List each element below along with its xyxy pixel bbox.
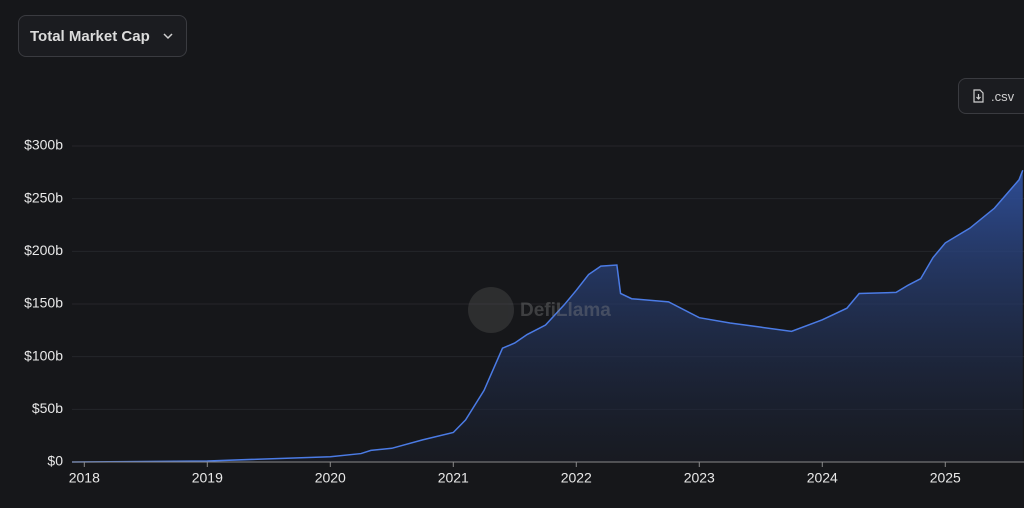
y-tick-label: $300b	[24, 137, 63, 153]
chevron-icon	[163, 33, 173, 40]
csv-button[interactable]: .csv	[958, 78, 1024, 114]
x-tick-label: 2023	[684, 470, 715, 486]
metric-dropdown[interactable]: Total Market Cap	[18, 15, 187, 57]
x-tick-label: 2018	[69, 470, 100, 486]
watermark-text: DefiLlama	[520, 300, 611, 321]
watermark: DefiLlama	[468, 287, 611, 333]
y-tick-label: $200b	[24, 242, 63, 258]
y-tick-label: $150b	[24, 295, 63, 311]
x-tick-label: 2022	[561, 470, 592, 486]
x-tick-label: 2021	[438, 470, 469, 486]
csv-label: .csv	[991, 88, 1015, 104]
y-tick-label: $250b	[24, 189, 63, 205]
x-tick-label: 2024	[807, 470, 838, 486]
dropdown-label: Total Market Cap	[30, 27, 150, 45]
x-tick-label: 2020	[315, 470, 346, 486]
y-tick-label: $0	[47, 453, 63, 469]
x-tick-label: 2025	[930, 470, 961, 486]
download-icon	[973, 89, 984, 103]
x-tick-label: 2019	[192, 470, 223, 486]
y-tick-label: $50b	[32, 400, 63, 416]
y-tick-label: $100b	[24, 347, 63, 363]
area-fill	[72, 170, 1023, 462]
area-line	[71, 169, 1024, 463]
